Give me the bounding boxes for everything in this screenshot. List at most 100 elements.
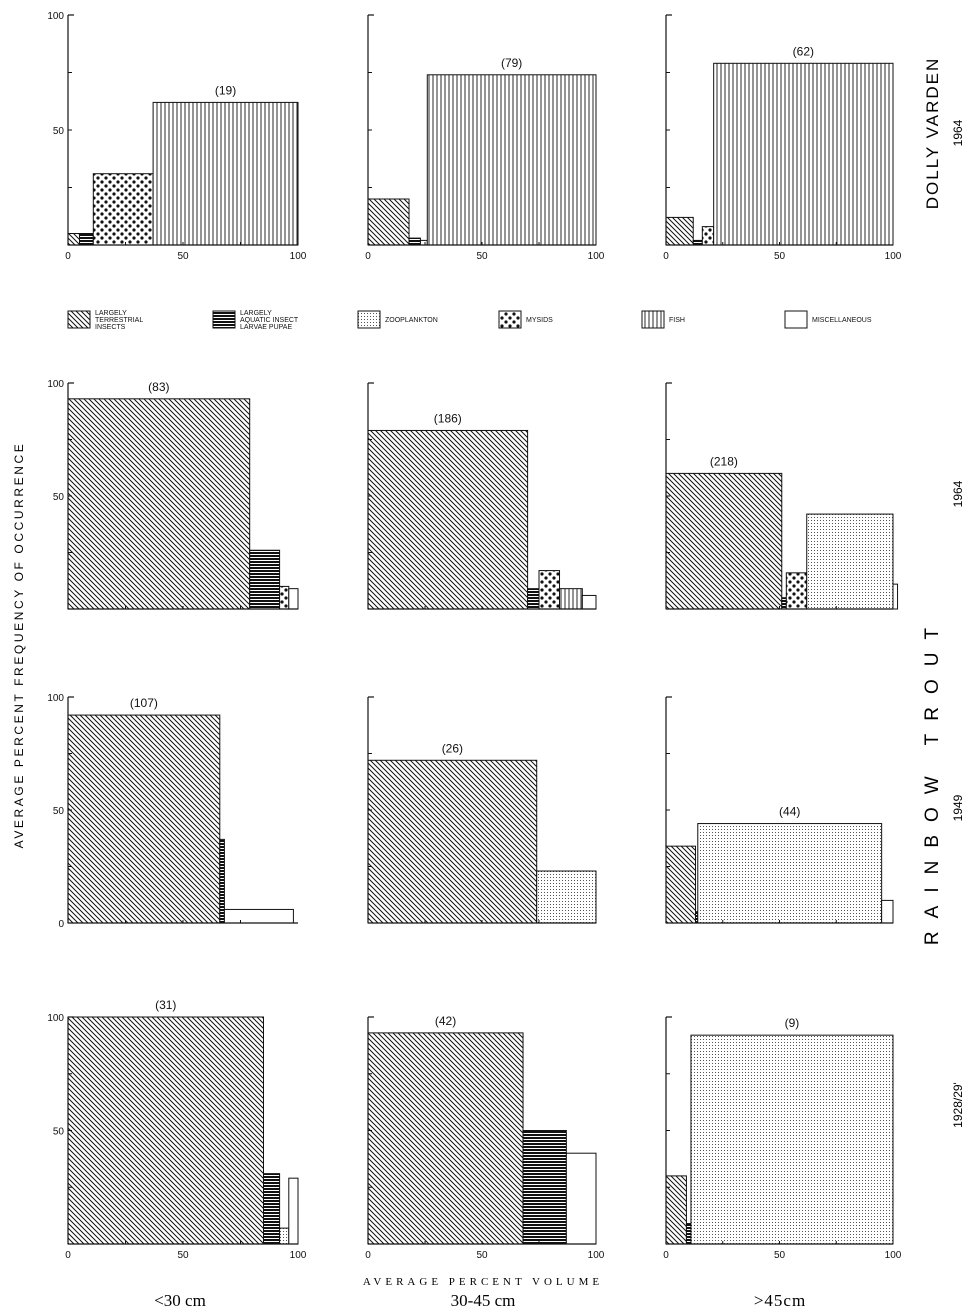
x-tick-label: 100 bbox=[588, 1250, 605, 1261]
bar-terrestrial bbox=[367, 198, 410, 246]
panels-group: 50 100 0 50 100 (19) 0 50 100 (79) 0 50 100 (62) 50 100… bbox=[47, 11, 901, 1261]
panel-r3-c1: 0 50 100 (42) bbox=[365, 1014, 605, 1261]
bar-zooplankton bbox=[697, 823, 883, 924]
bar-aquatic bbox=[781, 597, 787, 610]
panel-r3-c2: 0 50 100 (9) bbox=[663, 1016, 902, 1261]
bar-terrestrial bbox=[665, 845, 697, 924]
panel-r2-c0: 0 50 100 (107) bbox=[47, 693, 298, 930]
sample-size-label: (31) bbox=[155, 998, 176, 1012]
y-tick-label: 100 bbox=[47, 11, 64, 22]
x-tick-label: 100 bbox=[290, 1250, 307, 1261]
bar-mysids bbox=[538, 570, 561, 610]
x-tick-label: 0 bbox=[663, 1250, 669, 1261]
bar-terrestrial bbox=[367, 429, 529, 610]
panel-r0-c1: 0 50 100 (79) bbox=[365, 14, 605, 262]
sample-size-label: (218) bbox=[710, 454, 738, 468]
x-tick-label: 100 bbox=[885, 1250, 902, 1261]
panel-r1-c2: (218) bbox=[665, 382, 899, 610]
species-label-dolly-varden: DOLLY VARDEN bbox=[923, 57, 942, 210]
legend-label-terrestrial: LARGELY TERRESTRIAL INSECTS bbox=[95, 310, 143, 331]
bar-terrestrial bbox=[67, 714, 221, 924]
bar-aquatic bbox=[79, 233, 94, 246]
sample-size-label: (79) bbox=[501, 56, 522, 70]
bar-misc bbox=[223, 908, 294, 924]
sample-size-label: (107) bbox=[130, 696, 158, 710]
year-label-row-1: 1964 bbox=[951, 480, 965, 507]
bar-zooplankton bbox=[690, 1034, 894, 1245]
legend-label-aquatic: LARGELY AQUATIC INSECT LARVAE PUPAE bbox=[240, 310, 299, 331]
x-tick-label: 0 bbox=[365, 251, 371, 262]
panel-r1-c0: 50 100 (83) bbox=[47, 379, 299, 610]
legend-swatch-zooplankton bbox=[357, 310, 381, 329]
x-tick-label: 0 bbox=[663, 251, 669, 262]
year-label-row-3: 1928/29' bbox=[951, 1082, 965, 1128]
legend-item-terrestrial: LARGELY TERRESTRIAL INSECTS bbox=[67, 310, 143, 331]
x-tick-label: 0 bbox=[365, 1250, 371, 1261]
sample-size-label: (44) bbox=[779, 805, 800, 819]
column-label-1: 30-45 cm bbox=[451, 1291, 516, 1310]
panel-r1-c1: (186) bbox=[367, 382, 597, 610]
legend: LARGELY TERRESTRIAL INSECTS LARGELY AQUATIC … bbox=[67, 310, 872, 331]
bar-terrestrial bbox=[665, 216, 694, 246]
sample-size-label: (186) bbox=[434, 411, 462, 425]
legend-label-misc: MISCELLANEOUS bbox=[812, 317, 872, 324]
bar-aquatic bbox=[685, 1223, 692, 1245]
bar-misc bbox=[881, 899, 894, 924]
column-label-0: <30 cm bbox=[154, 1291, 206, 1310]
bar-aquatic bbox=[527, 588, 540, 610]
legend-item-mysids: MYSIDS bbox=[498, 310, 553, 329]
bar-zooplankton bbox=[536, 870, 597, 924]
legend-label-fish: FISH bbox=[669, 317, 685, 324]
bar-mysids bbox=[279, 585, 290, 610]
legend-item-aquatic: LARGELY AQUATIC INSECT LARVAE PUPAE bbox=[212, 310, 299, 331]
bar-misc bbox=[565, 1152, 597, 1245]
bar-terrestrial bbox=[665, 1175, 687, 1245]
x-axis-label: AVERAGE PERCENT VOLUME bbox=[363, 1276, 603, 1288]
bar-zooplankton bbox=[279, 1227, 290, 1245]
legend-item-fish: FISH bbox=[641, 310, 685, 329]
legend-label-mysids: MYSIDS bbox=[526, 317, 553, 324]
bar-mysids bbox=[92, 173, 154, 246]
sample-size-label: (62) bbox=[793, 44, 814, 58]
bar-fish bbox=[152, 101, 299, 246]
x-tick-label: 100 bbox=[588, 251, 605, 262]
panel-r2-c2: (44) bbox=[665, 696, 894, 924]
bar-mysids bbox=[701, 226, 715, 246]
panel-r2-c1: (26) bbox=[367, 696, 597, 924]
x-tick-label: 50 bbox=[177, 251, 189, 262]
x-tick-label: 50 bbox=[774, 1250, 786, 1261]
bar-misc bbox=[419, 239, 428, 246]
legend-swatch-terrestrial bbox=[67, 310, 91, 329]
bar-aquatic bbox=[408, 237, 421, 246]
legend-swatch-mysids bbox=[498, 310, 522, 329]
x-tick-label: 0 bbox=[65, 251, 71, 262]
sample-size-label: (9) bbox=[785, 1016, 800, 1030]
y-tick-label: 50 bbox=[53, 492, 65, 503]
bar-terrestrial bbox=[67, 233, 80, 246]
y-tick-label: 100 bbox=[47, 693, 64, 704]
bar-zooplankton bbox=[806, 513, 894, 610]
year-label-row-0: 1964 bbox=[951, 119, 965, 146]
bar-misc bbox=[288, 1177, 299, 1245]
x-tick-label: 50 bbox=[177, 1250, 189, 1261]
bar-aquatic bbox=[249, 549, 281, 610]
y-tick-label: 100 bbox=[47, 379, 64, 390]
bar-fish bbox=[426, 74, 597, 246]
y-axis-label: AVERAGE PERCENT FREQUENCY OF OCCURRENCE bbox=[12, 442, 26, 849]
legend-swatch-fish bbox=[641, 310, 665, 329]
bar-fish bbox=[713, 62, 894, 246]
y-tick-label: 0 bbox=[58, 919, 64, 930]
bar-mysids bbox=[785, 572, 808, 610]
legend-item-misc: MISCELLANEOUS bbox=[784, 310, 872, 329]
y-tick-label: 50 bbox=[53, 806, 65, 817]
bar-aquatic bbox=[692, 239, 703, 246]
sample-size-label: (26) bbox=[442, 741, 463, 755]
bar-fish bbox=[559, 588, 583, 610]
x-tick-label: 50 bbox=[476, 1250, 488, 1261]
bar-terrestrial bbox=[665, 472, 783, 610]
bar-misc bbox=[892, 583, 899, 610]
bar-misc bbox=[581, 594, 597, 610]
panel-r0-c2: 0 50 100 (62) bbox=[663, 14, 902, 262]
bar-aquatic bbox=[522, 1130, 567, 1245]
